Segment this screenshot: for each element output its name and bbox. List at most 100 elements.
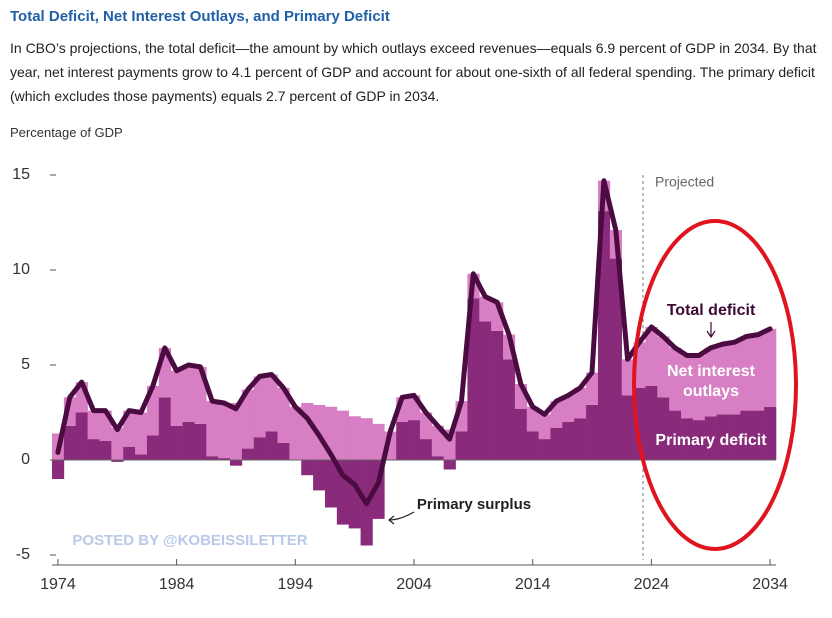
primary-bar	[194, 423, 207, 460]
interest-bar	[657, 336, 670, 398]
interest-bar	[431, 425, 444, 457]
primary-bar	[431, 456, 444, 460]
interest-bar	[728, 342, 741, 415]
primary-bar	[503, 359, 516, 460]
series-label: Total deficit	[667, 302, 756, 319]
primary-bar	[170, 425, 183, 460]
interest-bar	[681, 355, 694, 419]
primary-bar	[277, 442, 290, 460]
arrow	[388, 511, 415, 525]
interest-bar	[170, 370, 183, 426]
interest-bar	[289, 406, 302, 460]
arrow	[706, 322, 716, 339]
interest-bar	[574, 387, 587, 419]
primary-bar	[396, 422, 409, 460]
primary-bar	[313, 460, 326, 491]
primary-bar	[692, 420, 706, 460]
interest-bar	[538, 414, 551, 440]
primary-bar	[230, 460, 243, 466]
interest-bar	[586, 372, 599, 405]
primary-bar	[87, 439, 100, 460]
y-tick-label: 0	[21, 451, 30, 468]
primary-bar	[218, 458, 231, 460]
primary-bar	[716, 414, 729, 460]
primary-bar	[52, 460, 65, 479]
primary-bar	[206, 456, 219, 460]
series-label: Net interest outlays	[666, 363, 756, 400]
interest-bar	[277, 387, 290, 443]
annotation: Primary surplus	[417, 496, 531, 513]
primary-bar	[669, 410, 682, 460]
interest-bar	[764, 328, 777, 407]
interest-bar	[111, 427, 124, 460]
primary-bar	[408, 420, 421, 460]
interest-bar	[348, 416, 361, 460]
primary-bar	[728, 414, 741, 460]
interest-bar	[526, 406, 539, 432]
primary-bar	[324, 460, 338, 508]
interest-bar	[182, 365, 195, 422]
interest-bar	[621, 359, 634, 396]
primary-bar	[740, 410, 753, 460]
primary-bar	[63, 425, 77, 460]
y-tick-label: 5	[21, 356, 30, 373]
primary-bar	[764, 406, 777, 460]
interest-bar	[360, 418, 373, 460]
interest-bar	[479, 296, 492, 322]
primary-bar	[99, 441, 112, 460]
chart-title: Total Deficit, Net Interest Outlays, and…	[10, 8, 390, 25]
primary-bar	[621, 395, 634, 460]
highlight-ellipse	[632, 219, 798, 551]
interest-bar	[336, 410, 350, 460]
annotation: Projected	[655, 174, 714, 190]
interest-bar	[265, 374, 278, 432]
series-label: Primary deficit	[655, 432, 767, 449]
interest-bar	[218, 403, 231, 459]
primary-bar	[538, 439, 551, 460]
primary-bar	[111, 460, 124, 462]
interest-bar	[740, 336, 753, 411]
interest-bar	[241, 389, 255, 449]
total-deficit-line	[55, 178, 773, 507]
interest-bar	[692, 355, 706, 421]
primary-bar	[443, 460, 456, 470]
y-axis-label: Percentage of GDP	[10, 125, 123, 140]
primary-bar	[241, 448, 255, 460]
primary-bar	[657, 397, 670, 460]
interest-bar	[253, 376, 266, 438]
chart-subtitle: In CBO’s projections, the total deficit—…	[10, 40, 817, 104]
interest-bar	[87, 410, 100, 440]
interest-bar	[372, 423, 385, 460]
primary-bar	[704, 416, 717, 460]
primary-bar	[146, 435, 160, 460]
primary-bar	[123, 446, 136, 460]
primary-bar	[253, 437, 266, 460]
primary-bar	[681, 418, 694, 460]
primary-bar	[526, 431, 539, 460]
interest-bar	[230, 403, 243, 460]
x-tick-label: 1974	[40, 576, 76, 593]
primary-bar	[574, 418, 587, 460]
primary-bar	[455, 431, 468, 460]
primary-bar	[609, 258, 623, 460]
x-tick-label: 2014	[515, 576, 551, 593]
y-tick-label: 15	[12, 166, 30, 183]
x-tick-label: 2034	[752, 576, 788, 593]
primary-bar	[419, 439, 433, 460]
primary-bar	[348, 460, 361, 529]
primary-bar	[491, 330, 504, 460]
primary-bar	[562, 422, 575, 460]
interest-bar	[206, 401, 219, 457]
interest-bar	[645, 327, 658, 386]
primary-bar	[550, 427, 563, 460]
primary-bar	[158, 397, 171, 460]
interest-bar	[135, 412, 148, 455]
primary-bar	[752, 410, 765, 460]
primary-bar	[135, 454, 148, 460]
primary-bar	[479, 321, 492, 460]
interest-bar	[562, 395, 575, 422]
primary-bar	[645, 385, 658, 460]
y-tick-label: -5	[16, 546, 30, 563]
